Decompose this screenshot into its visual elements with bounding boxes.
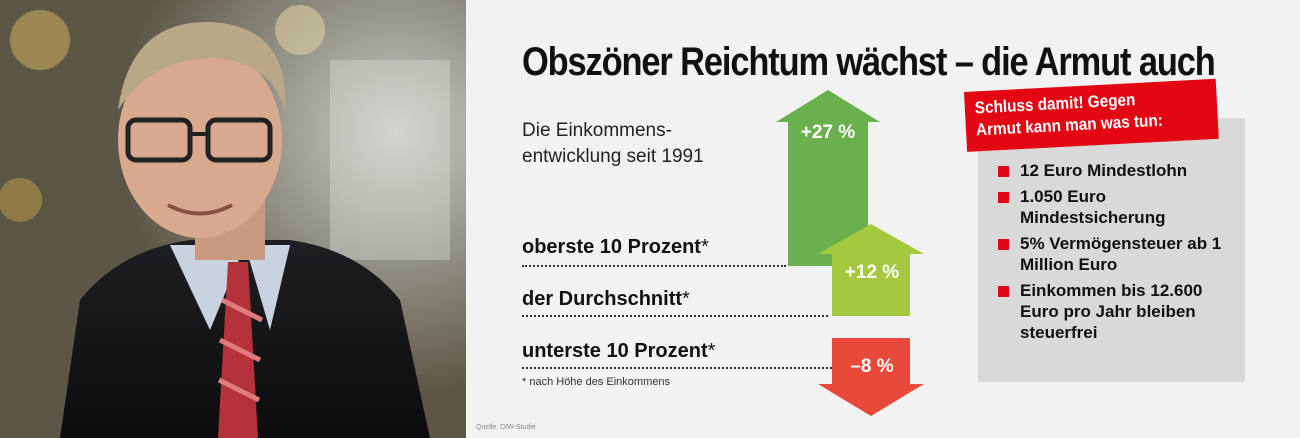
- demand-text: 1.050 Euro Mindestsicherung: [1020, 187, 1166, 227]
- chart-subtitle: Die Einkommens- entwicklung seit 1991: [522, 118, 704, 170]
- label-bottom-10-text: unterste 10 Prozent: [522, 340, 708, 362]
- demands-panel: [978, 118, 1245, 382]
- demand-item: 5% Vermögensteuer ab 1 Million Euro: [998, 233, 1238, 275]
- label-bottom-10: unterste 10 Prozent*: [522, 340, 715, 363]
- income-arrows: [776, 90, 924, 416]
- label-average: der Durchschnitt*: [522, 288, 690, 311]
- source-note: Quelle: DIW-Studie: [476, 424, 536, 431]
- label-average-text: der Durchschnitt: [522, 288, 683, 310]
- bullet-square-icon: [998, 239, 1009, 250]
- change-top-10: +27 %: [800, 122, 856, 143]
- portrait-photo: [0, 0, 466, 438]
- demand-text: 12 Euro Mindestlohn: [1020, 161, 1188, 180]
- label-top-10-star: *: [700, 236, 709, 258]
- row-leader-bottom-10: [522, 367, 832, 369]
- label-bottom-10-star: *: [707, 340, 716, 362]
- change-average: +12 %: [844, 262, 900, 283]
- headline: Obszöner Reichtum wächst – die Armut auc…: [522, 40, 1216, 84]
- label-average-star: *: [682, 288, 690, 310]
- demand-item: 12 Euro Mindestlohn: [998, 160, 1238, 181]
- portrait-illustration: [0, 0, 466, 438]
- arrow-average: [818, 224, 924, 316]
- row-leader-top-10: [522, 265, 786, 267]
- demand-text: 5% Vermögensteuer ab 1 Million Euro: [1020, 234, 1222, 274]
- bullet-square-icon: [998, 192, 1009, 203]
- subtitle-line-1: Die Einkommens-: [522, 120, 672, 141]
- arrow-bottom-10: [818, 338, 924, 416]
- arrow-top-10: [776, 90, 880, 266]
- footnote: * nach Höhe des Einkommens: [522, 376, 670, 388]
- subtitle-line-2: entwicklung seit 1991: [522, 146, 704, 167]
- label-top-10-text: oberste 10 Prozent: [522, 236, 701, 258]
- change-bottom-10: –8 %: [850, 356, 894, 377]
- demand-item: Einkommen bis 12.600 Euro pro Jahr bleib…: [998, 280, 1238, 343]
- bullet-square-icon: [998, 286, 1009, 297]
- demands-list: 12 Euro Mindestlohn 1.050 Euro Mindestsi…: [998, 160, 1238, 348]
- demand-item: 1.050 Euro Mindestsicherung: [998, 186, 1238, 228]
- callout-text: Schluss damit! Gegen Armut kann man was …: [974, 88, 1163, 142]
- demand-text: Einkommen bis 12.600 Euro pro Jahr bleib…: [1020, 281, 1203, 342]
- label-top-10: oberste 10 Prozent*: [522, 236, 709, 259]
- bullet-square-icon: [998, 166, 1009, 177]
- row-leader-average: [522, 315, 828, 317]
